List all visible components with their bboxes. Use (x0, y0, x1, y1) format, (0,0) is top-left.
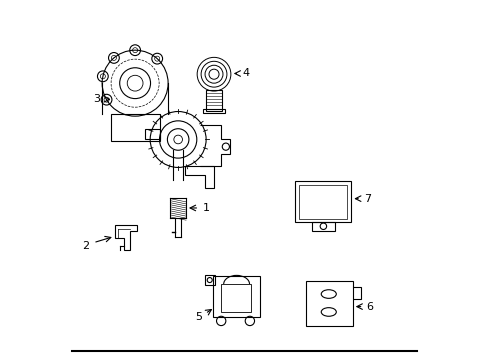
Bar (295, 181, 350, 222)
Text: 6: 6 (366, 302, 373, 312)
Bar (110, 114, 159, 141)
Text: 2: 2 (82, 240, 89, 251)
Bar (311, 222, 335, 231)
Text: 7: 7 (363, 194, 370, 204)
Bar (221, 284, 250, 312)
Text: 3: 3 (93, 94, 100, 104)
Bar (206, 90, 222, 111)
Bar (203, 109, 224, 113)
Text: 5: 5 (194, 312, 202, 321)
Bar (298, 185, 346, 219)
Text: 1: 1 (203, 203, 209, 213)
Bar (204, 275, 214, 285)
Text: 4: 4 (242, 68, 248, 78)
Bar (145, 129, 160, 139)
